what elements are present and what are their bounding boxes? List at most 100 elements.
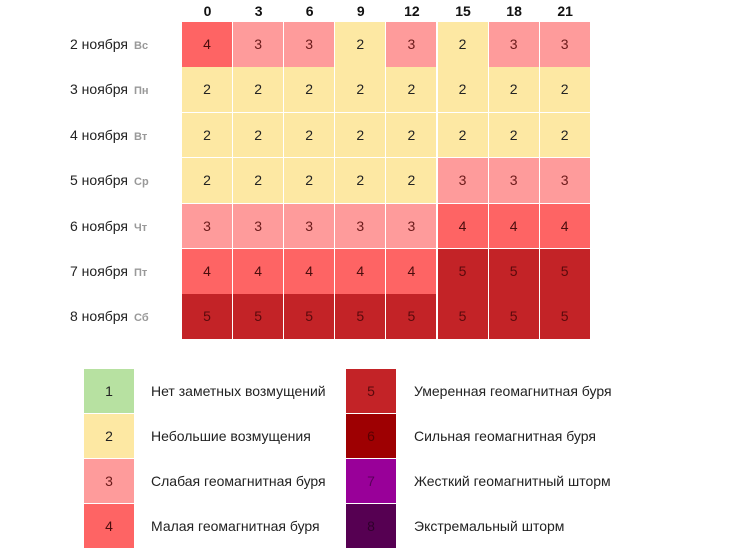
date-label: 3 ноября [70, 81, 129, 98]
heatmap-cell: 2 [437, 112, 488, 158]
hour-header: 9 [356, 3, 365, 19]
heatmap-cell: 2 [233, 112, 284, 158]
heatmap-cell: 3 [335, 203, 386, 249]
date-label: 2 ноября [70, 36, 129, 52]
heatmap-cell: 5 [539, 294, 590, 339]
heatmap-cell: 4 [437, 203, 488, 249]
heatmap-cell: 3 [539, 158, 590, 203]
heatmap-cell: 5 [335, 294, 386, 339]
weekday-label: Вт [134, 130, 148, 143]
hour-header: 21 [557, 3, 573, 19]
heatmap-cell: 2 [539, 67, 590, 112]
heatmap-cell: 5 [284, 294, 335, 339]
heatmap-cell: 4 [284, 249, 335, 294]
date-row-label: 2 ноября Вс [70, 22, 180, 67]
legend-label: Экстремальный шторм [414, 518, 565, 534]
heatmap-cell: 2 [284, 67, 335, 112]
legend-swatch: 8 [346, 504, 396, 548]
weekday-label: Сб [134, 312, 149, 325]
legend-label: Умеренная геомагнитная буря [414, 383, 612, 399]
legend-label: Нет заметных возмущений [151, 383, 326, 399]
hour-header: 3 [254, 3, 263, 19]
heatmap-cell: 3 [284, 203, 335, 249]
legend-swatch: 2 [84, 414, 134, 458]
legend-swatch: 4 [84, 504, 134, 548]
heatmap-cell: 2 [335, 67, 386, 112]
heatmap-cell: 3 [488, 22, 539, 67]
legend-label: Небольшие возмущения [151, 428, 311, 444]
heatmap-cell: 2 [386, 158, 437, 203]
hour-header: 0 [203, 3, 212, 19]
heatmap-cell: 4 [182, 22, 232, 67]
heatmap-cell: 4 [182, 249, 232, 294]
heatmap-cell: 2 [284, 112, 335, 158]
hour-header: 18 [506, 3, 522, 19]
legend-label: Слабая геомагнитная буря [151, 473, 326, 489]
heatmap-cell: 2 [488, 112, 539, 158]
heatmap-cell: 4 [386, 249, 437, 294]
date-row-label: 8 ноября Сб [70, 294, 180, 339]
heatmap-cell: 3 [233, 22, 284, 67]
legend-label: Жесткий геомагнитный шторм [414, 473, 611, 489]
legend-swatch: 1 [84, 369, 134, 413]
hour-header: 15 [455, 3, 471, 19]
heatmap-cell: 2 [335, 22, 386, 67]
hour-header: 6 [305, 3, 314, 19]
heatmap-cell: 2 [284, 158, 335, 203]
heatmap-cell: 3 [539, 22, 590, 67]
heatmap-cell: 2 [386, 112, 437, 158]
heatmap-cell: 5 [386, 294, 437, 339]
weekday-label: Вс [134, 40, 149, 52]
date-label: 7 ноября [70, 263, 129, 279]
date-label: 5 ноября [70, 172, 129, 189]
heatmap-cell: 2 [182, 67, 232, 112]
date-row-label: 7 ноября Пт [70, 249, 180, 294]
heatmap-cell: 3 [284, 22, 335, 67]
heatmap-cell: 2 [539, 112, 590, 158]
heatmap-cell: 3 [437, 158, 488, 203]
heatmap-cell: 5 [182, 294, 232, 339]
heatmap-cell: 2 [335, 158, 386, 203]
heatmap-cell: 3 [386, 203, 437, 249]
legend-swatch: 7 [346, 459, 396, 503]
date-label: 6 ноября [70, 217, 129, 234]
legend-swatch: 3 [84, 459, 134, 503]
heatmap-cell: 2 [437, 67, 488, 112]
heatmap-cell: 2 [233, 67, 284, 112]
heatmap-cell: 4 [488, 203, 539, 249]
legend-label: Малая геомагнитная буря [151, 518, 320, 534]
heatmap-cell: 4 [233, 249, 284, 294]
weekday-label: Пт [134, 267, 148, 279]
date-label: 8 ноября [70, 308, 129, 325]
heatmap-cell: 2 [488, 67, 539, 112]
heatmap-cell: 5 [539, 249, 590, 294]
heatmap-cell: 2 [386, 67, 437, 112]
heatmap-cell: 3 [182, 203, 232, 249]
date-row-label: 4 ноября Вт [70, 113, 180, 158]
heatmap-cell: 3 [233, 203, 284, 249]
heatmap-cell: 2 [335, 112, 386, 158]
heatmap-cell: 5 [488, 249, 539, 294]
date-row-label: 3 ноября Пн [70, 67, 180, 112]
date-label: 4 ноября [70, 126, 129, 143]
heatmap-cell: 2 [182, 158, 232, 203]
heatmap-cell: 4 [335, 249, 386, 294]
heatmap-cell: 5 [437, 294, 488, 339]
weekday-label: Пн [134, 85, 149, 98]
heatmap-cell: 5 [233, 294, 284, 339]
legend-swatch: 6 [346, 414, 396, 458]
heatmap-cell: 3 [488, 158, 539, 203]
date-row-label: 6 ноября Чт [70, 204, 180, 249]
heatmap-cell: 4 [539, 203, 590, 249]
heatmap-cell: 3 [386, 22, 437, 67]
heatmap-cell: 2 [437, 22, 488, 67]
weekday-label: Ср [134, 176, 149, 189]
heatmap-cell: 5 [488, 294, 539, 339]
heatmap-cell: 2 [233, 158, 284, 203]
date-row-label: 5 ноября Ср [70, 158, 180, 203]
legend-label: Сильная геомагнитная буря [414, 428, 596, 444]
heatmap-cell: 5 [437, 249, 488, 294]
heatmap-cell: 2 [182, 112, 232, 158]
legend-swatch: 5 [346, 369, 396, 413]
